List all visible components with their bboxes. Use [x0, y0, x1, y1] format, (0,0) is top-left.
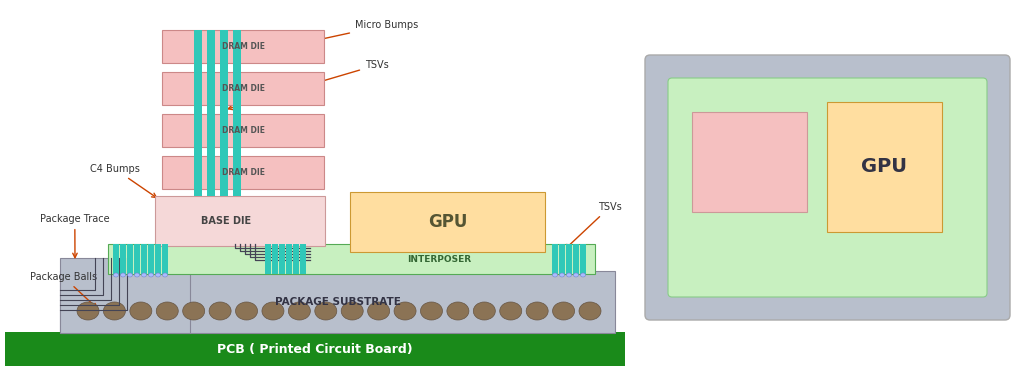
Bar — [162, 156, 324, 189]
Bar — [233, 30, 241, 196]
Ellipse shape — [368, 302, 389, 320]
Ellipse shape — [128, 273, 132, 277]
Text: PCB ( Printed Circuit Board): PCB ( Printed Circuit Board) — [217, 343, 413, 355]
Ellipse shape — [236, 302, 257, 320]
Ellipse shape — [566, 273, 571, 277]
Text: BASE DIE: BASE DIE — [202, 216, 252, 226]
Ellipse shape — [163, 273, 168, 277]
Bar — [207, 147, 215, 156]
Ellipse shape — [579, 302, 601, 320]
Bar — [265, 244, 271, 274]
Ellipse shape — [500, 302, 522, 320]
Bar — [293, 244, 299, 274]
FancyBboxPatch shape — [668, 78, 987, 297]
Bar — [279, 244, 285, 274]
Ellipse shape — [134, 273, 139, 277]
Ellipse shape — [446, 302, 469, 320]
Text: Package Balls: Package Balls — [30, 272, 97, 308]
Bar — [5, 332, 625, 366]
Bar — [300, 244, 306, 274]
Bar — [559, 244, 565, 274]
Bar — [220, 30, 228, 196]
Ellipse shape — [262, 302, 284, 320]
Text: INTERPOSER: INTERPOSER — [408, 254, 471, 264]
Bar — [552, 244, 558, 274]
Bar — [580, 244, 586, 274]
Bar — [272, 244, 278, 274]
Bar — [194, 30, 202, 196]
Bar — [692, 112, 807, 212]
Text: C4 Bumps: C4 Bumps — [90, 164, 157, 198]
Text: Micro Bumps: Micro Bumps — [215, 20, 418, 63]
Bar — [108, 244, 595, 274]
Bar — [162, 114, 324, 147]
Text: TSVs: TSVs — [565, 202, 622, 249]
Bar — [148, 244, 154, 274]
Ellipse shape — [209, 302, 231, 320]
Ellipse shape — [559, 273, 564, 277]
Ellipse shape — [289, 302, 310, 320]
Bar — [573, 244, 579, 274]
Ellipse shape — [141, 273, 146, 277]
Text: GPU: GPU — [861, 157, 907, 176]
Bar — [162, 244, 168, 274]
Bar — [220, 105, 228, 114]
Ellipse shape — [314, 302, 337, 320]
Text: DRAM DIE: DRAM DIE — [221, 168, 264, 177]
Text: PACKAGE SUBSTRATE: PACKAGE SUBSTRATE — [274, 297, 400, 307]
Bar — [162, 30, 324, 63]
Text: Package Trace: Package Trace — [40, 214, 110, 258]
Bar — [233, 63, 241, 72]
Ellipse shape — [553, 302, 574, 320]
Bar — [194, 63, 202, 72]
Bar — [127, 244, 133, 274]
Ellipse shape — [77, 302, 99, 320]
Bar — [233, 105, 241, 114]
FancyBboxPatch shape — [645, 55, 1010, 320]
Ellipse shape — [341, 302, 364, 320]
Bar — [162, 72, 324, 105]
Bar — [155, 196, 325, 246]
Text: DRAM DIE: DRAM DIE — [221, 84, 264, 93]
Ellipse shape — [394, 302, 416, 320]
Text: DRAM DIE: DRAM DIE — [221, 126, 264, 135]
Bar — [155, 244, 161, 274]
Bar — [207, 105, 215, 114]
Ellipse shape — [581, 273, 586, 277]
Bar — [134, 244, 140, 274]
Ellipse shape — [553, 273, 557, 277]
Ellipse shape — [182, 302, 205, 320]
Ellipse shape — [473, 302, 496, 320]
Ellipse shape — [573, 273, 579, 277]
Bar — [220, 147, 228, 156]
Bar — [194, 147, 202, 156]
Text: GPU: GPU — [428, 213, 467, 231]
Bar — [233, 147, 241, 156]
Bar — [220, 63, 228, 72]
Text: TSVs: TSVs — [228, 60, 389, 110]
Ellipse shape — [526, 302, 548, 320]
Ellipse shape — [130, 302, 152, 320]
Bar — [207, 30, 215, 196]
Bar — [60, 258, 190, 333]
Bar — [207, 63, 215, 72]
Ellipse shape — [148, 273, 154, 277]
Bar — [827, 102, 942, 232]
Ellipse shape — [421, 302, 442, 320]
Text: DRAM DIE: DRAM DIE — [221, 42, 264, 51]
Ellipse shape — [157, 302, 178, 320]
Ellipse shape — [103, 302, 125, 320]
Bar — [194, 105, 202, 114]
Bar — [286, 244, 292, 274]
Ellipse shape — [114, 273, 119, 277]
Bar — [350, 192, 545, 252]
Ellipse shape — [156, 273, 161, 277]
Bar — [60, 271, 615, 333]
Bar — [566, 244, 572, 274]
Bar — [113, 244, 119, 274]
Bar — [120, 244, 126, 274]
Ellipse shape — [121, 273, 126, 277]
Bar — [141, 244, 147, 274]
